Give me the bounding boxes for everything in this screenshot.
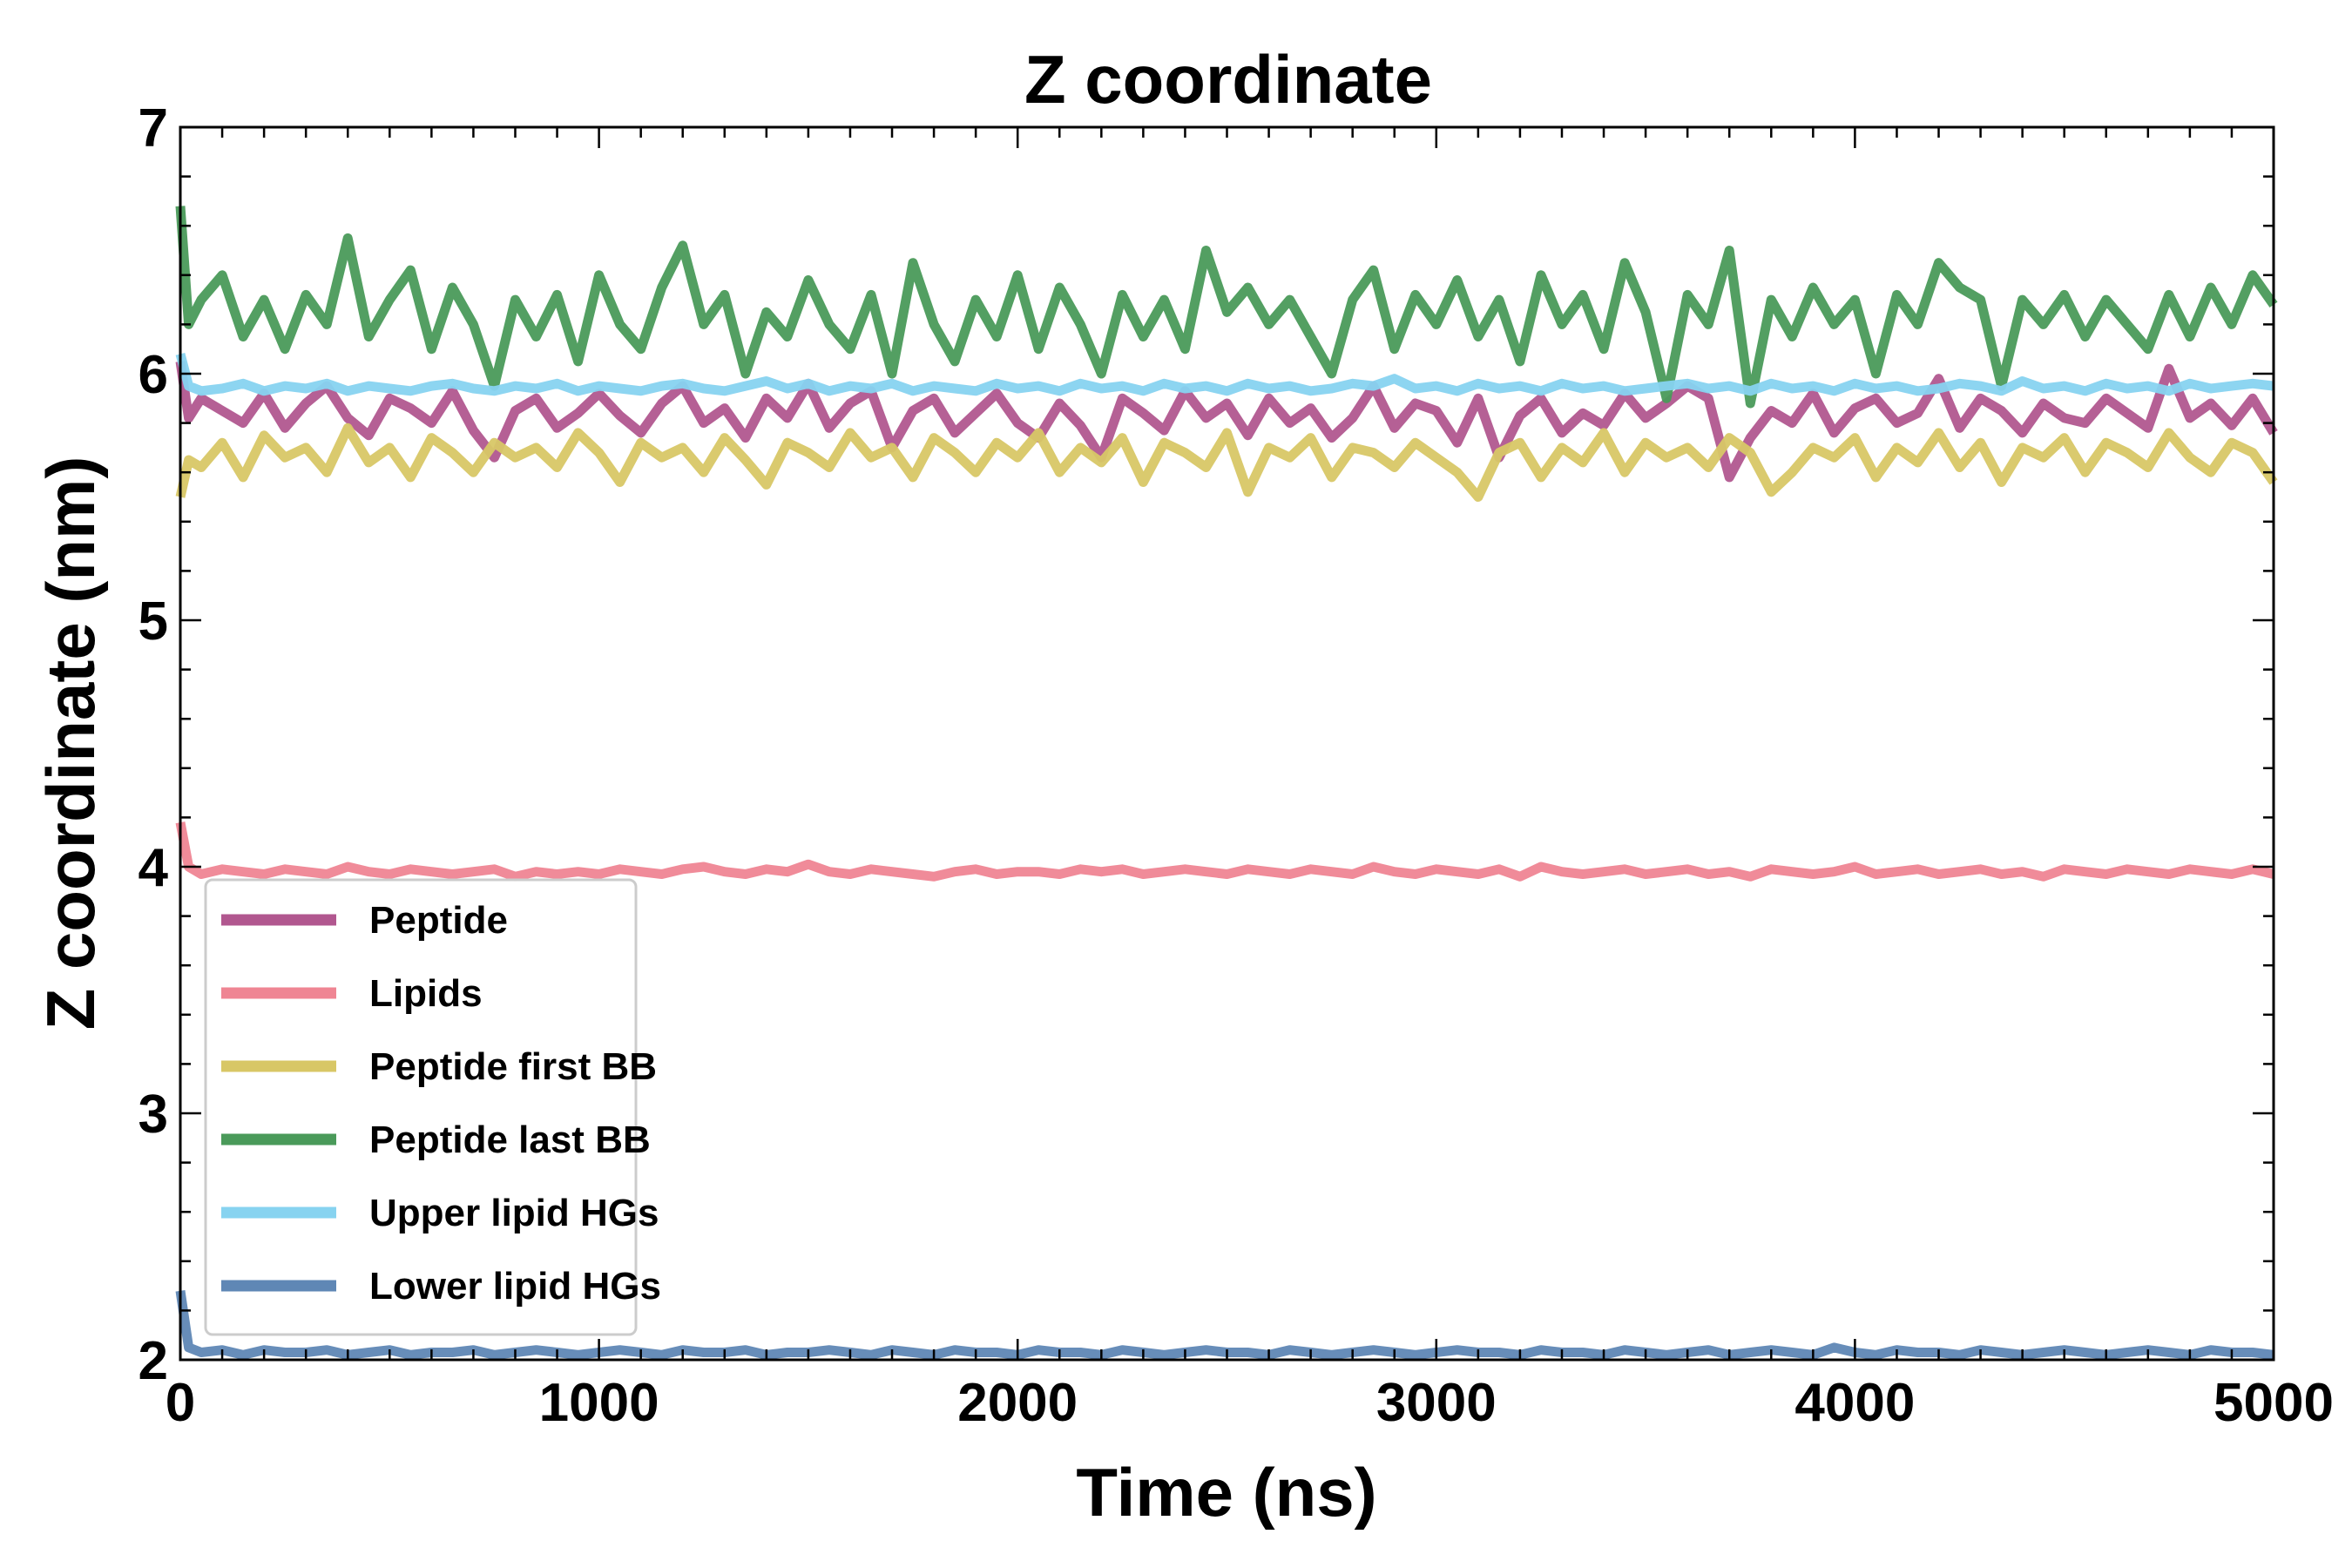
y-tick-label: 3 [139,1085,168,1145]
legend: Peptide Lipids Peptide first BB Peptide las… [204,878,661,1336]
series-line-2 [175,422,2278,502]
legend-label-0: Peptide [369,899,508,942]
y-axis-label: Z coordinate (nm) [32,456,109,1031]
x-tick-label: 5000 [2213,1373,2334,1433]
y-tick-label: 6 [139,345,168,405]
series-line-3 [175,206,2278,409]
legend-label-1: Lipids [369,972,483,1015]
x-tick-label: 0 [166,1373,195,1433]
y-tick-label: 4 [139,838,169,898]
legend-label-3: Peptide last BB [369,1119,651,1161]
x-axis-label: Time (ns) [1076,1454,1376,1531]
legend-label-4: Upper lipid HGs [369,1192,659,1234]
series-line-1 [175,821,2275,882]
axis-ticks [179,125,2275,1362]
x-tick-label: 1000 [539,1373,659,1433]
tick-labels: 0 1000 2000 3000 4000 5000 2 3 4 5 6 7 [139,98,2334,1433]
plot-area [175,206,2278,1360]
y-tick-label: 2 [139,1331,168,1391]
series-line-0 [175,361,2278,483]
legend-label-5: Lower lipid HGs [369,1265,661,1308]
y-tick-label: 7 [139,98,168,159]
plot-frame [179,125,2275,1362]
legend-label-2: Peptide first BB [369,1045,657,1088]
x-tick-label: 2000 [957,1373,1078,1433]
chart-title: Z coordinate [1024,41,1432,118]
x-tick-label: 3000 [1376,1373,1497,1433]
series-line-4 [175,353,2274,396]
x-tick-label: 4000 [1794,1373,1915,1433]
series-line-5 [175,1289,2274,1360]
y-tick-label: 5 [139,591,168,652]
